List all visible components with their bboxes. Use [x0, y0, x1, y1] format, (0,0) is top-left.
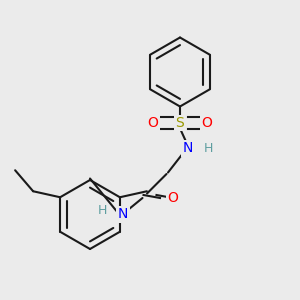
Text: S: S: [176, 116, 184, 130]
Text: O: O: [202, 116, 212, 130]
Text: N: N: [118, 208, 128, 221]
Text: H: H: [204, 142, 213, 155]
Text: O: O: [167, 191, 178, 205]
Text: N: N: [182, 142, 193, 155]
Text: H: H: [97, 203, 107, 217]
Text: O: O: [148, 116, 158, 130]
